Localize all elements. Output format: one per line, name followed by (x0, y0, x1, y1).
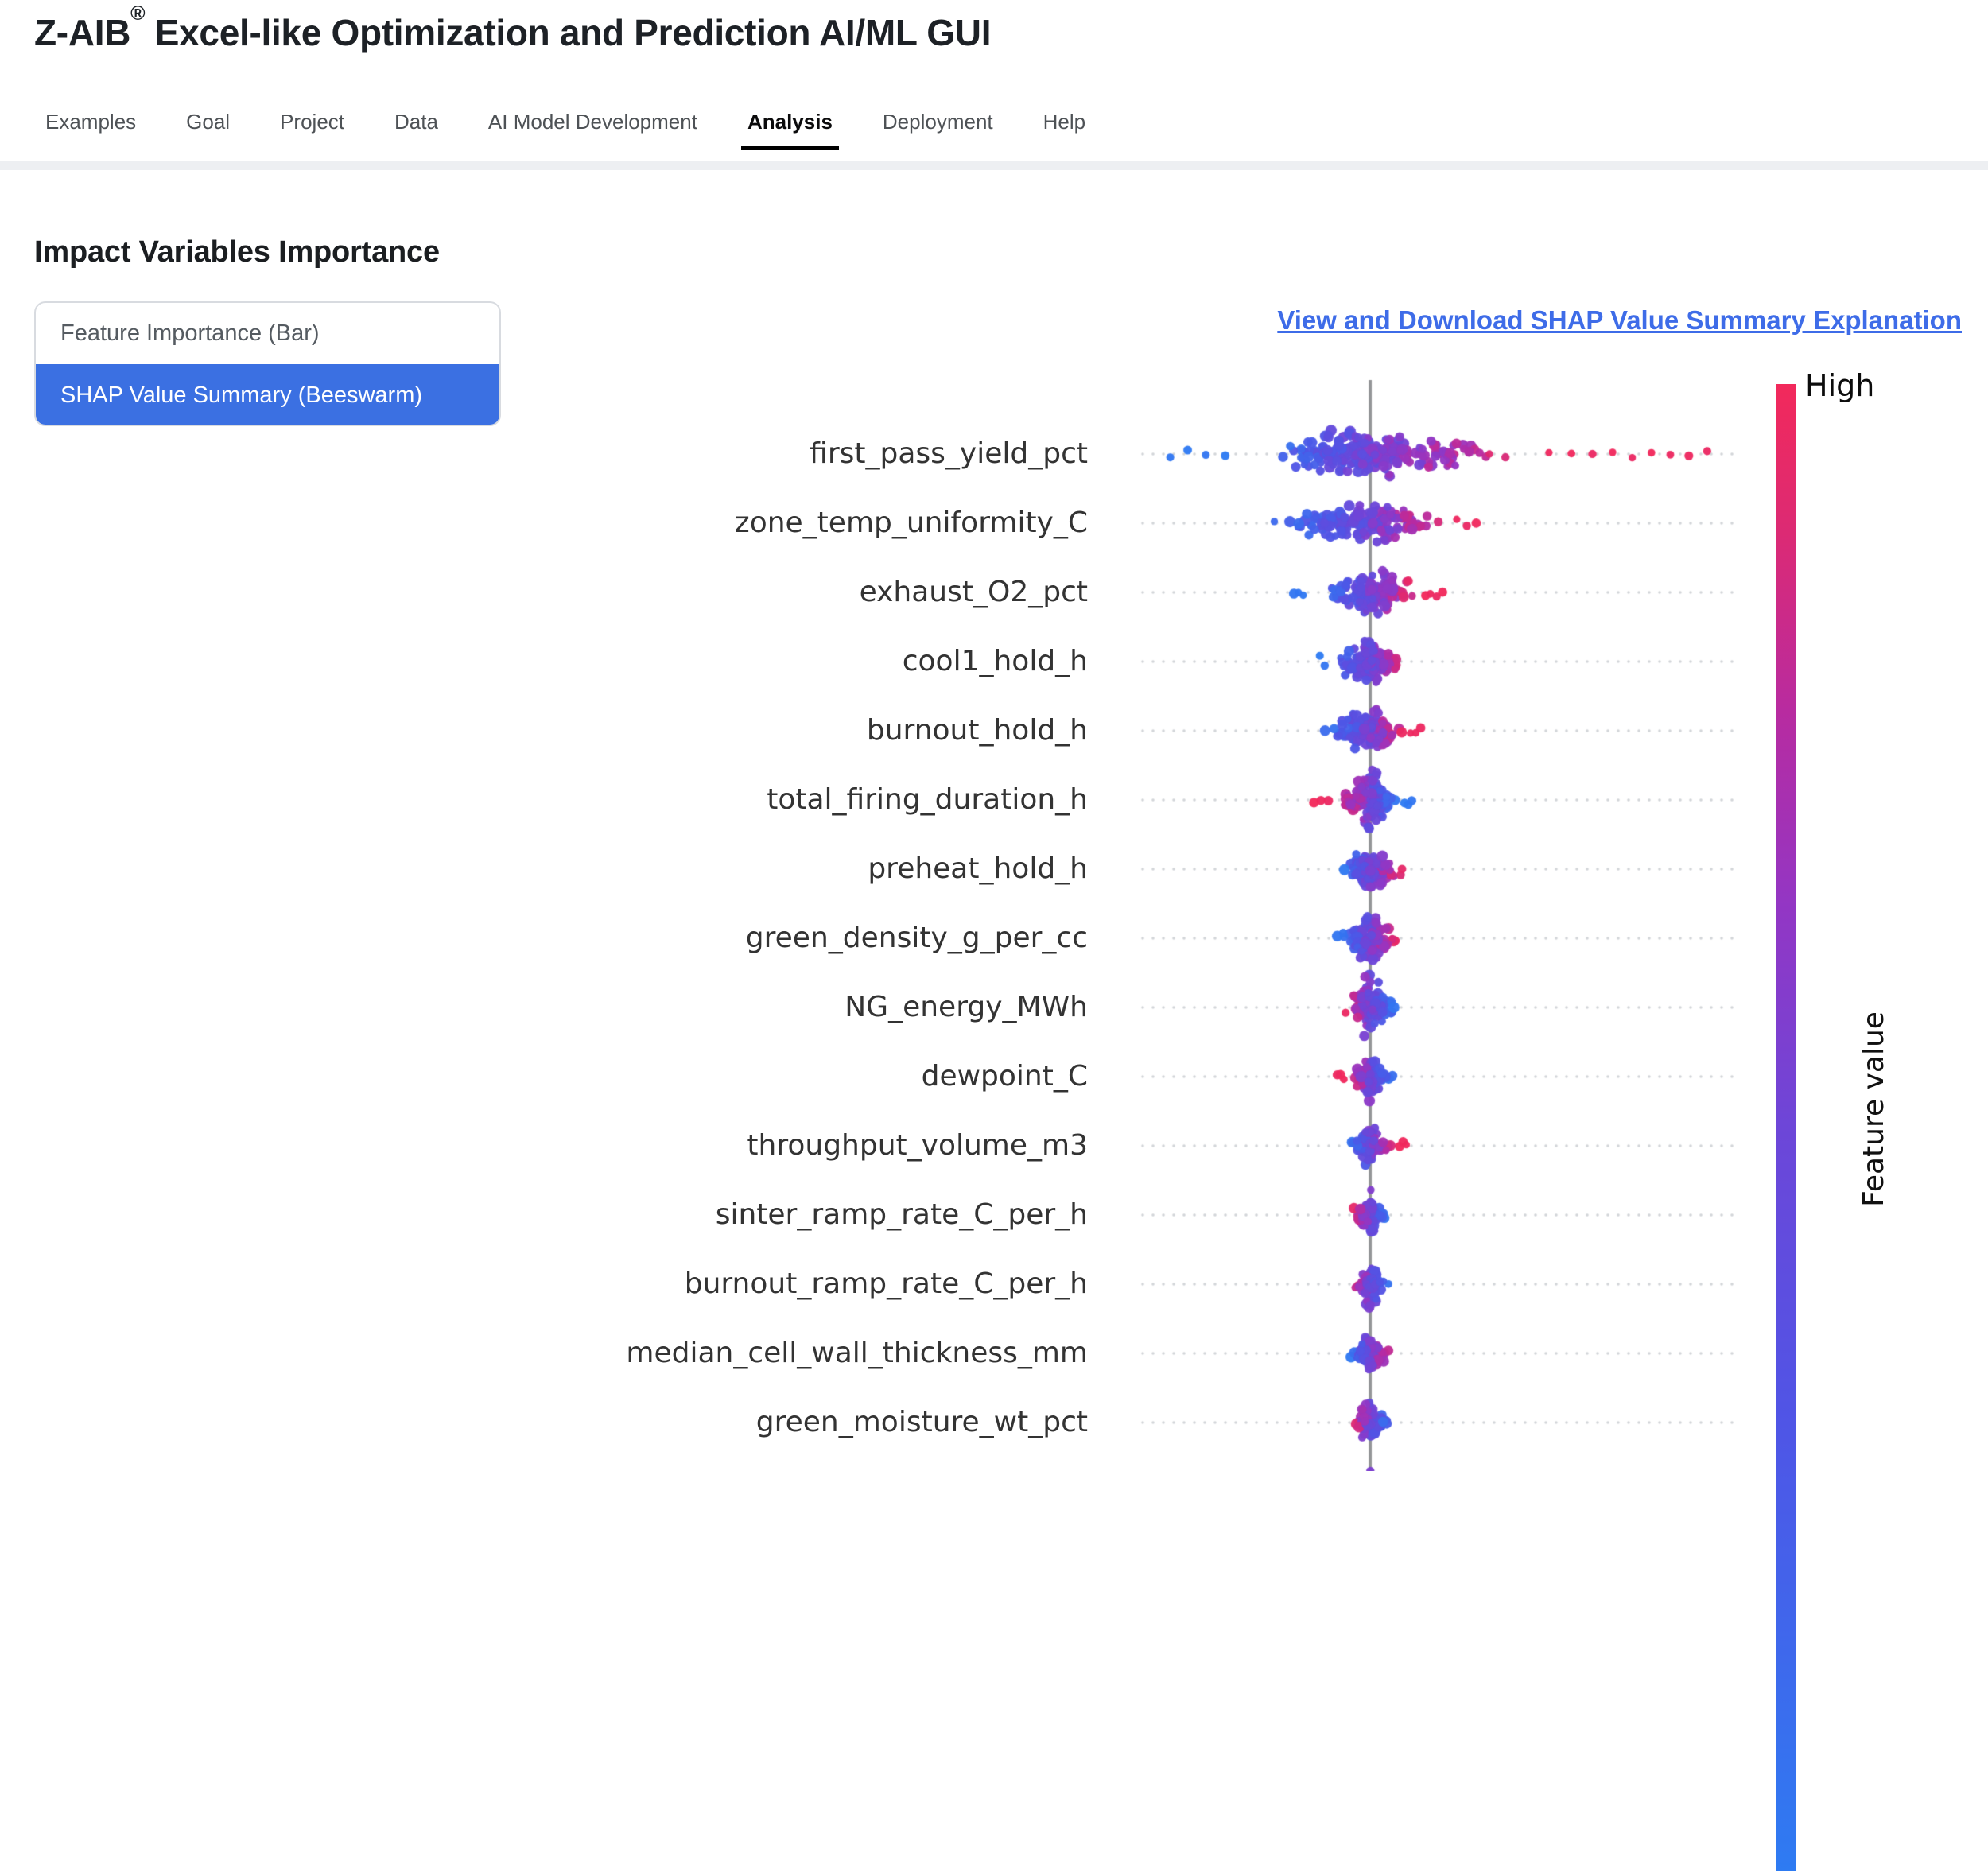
feature-label: exhaust_O2_pct (859, 576, 1088, 608)
feature-label: burnout_hold_h (866, 714, 1088, 747)
feature-label: zone_temp_uniformity_C (734, 507, 1088, 539)
feature-value-colorbar (1776, 384, 1796, 1871)
feature-label: NG_energy_MWh (845, 991, 1088, 1023)
beeswarm-canvas (0, 0, 1988, 1471)
feature-label: burnout_ramp_rate_C_per_h (684, 1267, 1088, 1300)
feature-label: dewpoint_C (921, 1060, 1088, 1093)
colorbar-axis-title: Feature value (1858, 1011, 1890, 1207)
feature-label: sinter_ramp_rate_C_per_h (715, 1198, 1088, 1231)
feature-label: green_density_g_per_cc (745, 922, 1088, 954)
feature-label: median_cell_wall_thickness_mm (626, 1337, 1088, 1369)
feature-label: green_moisture_wt_pct (755, 1406, 1088, 1438)
colorbar-high-label: High (1805, 368, 1875, 403)
feature-label: cool1_hold_h (902, 645, 1088, 677)
feature-label: throughput_volume_m3 (747, 1129, 1088, 1162)
feature-label: first_pass_yield_pct (810, 437, 1088, 470)
feature-label: total_firing_duration_h (767, 783, 1088, 816)
feature-label: preheat_hold_h (868, 852, 1088, 885)
